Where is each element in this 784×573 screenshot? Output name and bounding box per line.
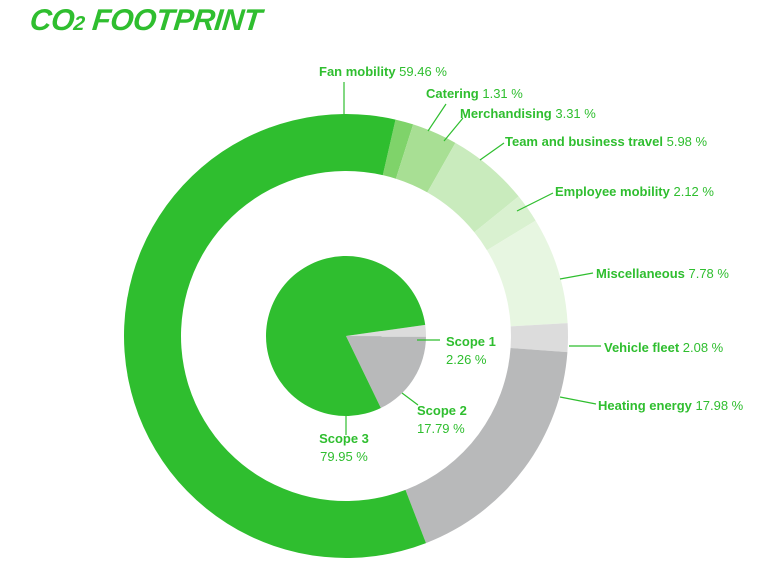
pie-slice-scope-3 — [266, 256, 426, 416]
scope-1-label: Scope 1 2.26 % — [446, 334, 496, 367]
pie-slice-scope-1 — [346, 324, 426, 337]
catering-text: Catering 1.31 % — [426, 86, 523, 101]
scope-2-value: 17.79 % — [417, 421, 465, 436]
catering-label: Catering 1.31 % — [426, 86, 523, 101]
ring-slice-merchandising — [395, 124, 456, 193]
miscellaneous-leader-line — [559, 272, 594, 280]
heating-energy-label: Heating energy 17.98 % — [598, 398, 744, 413]
employee-mobility-leader-line — [516, 192, 554, 212]
miscellaneous-text: Miscellaneous 7.78 % — [596, 266, 729, 281]
heating-energy-text: Heating energy 17.98 % — [598, 398, 744, 413]
ring-slice-team-and-business-travel — [427, 142, 519, 233]
vehicle-fleet-text: Vehicle fleet 2.08 % — [604, 340, 724, 355]
employee-mobility-text: Employee mobility 2.12 % — [555, 184, 714, 199]
merchandising-leader-line — [443, 117, 464, 142]
team-and-business-travel-label: Team and business travel 5.98 % — [505, 134, 708, 149]
catering-leader-line — [427, 103, 447, 132]
ring-slice-miscellaneous — [486, 220, 568, 327]
team-and-business-travel-leader-line — [479, 142, 505, 161]
scope-3-value: 79.95 % — [320, 449, 368, 464]
vehicle-fleet-label: Vehicle fleet 2.08 % — [604, 340, 724, 355]
scope-3-label: Scope 3 79.95 % — [319, 431, 369, 464]
scope-2-label: Scope 2 17.79 % — [417, 403, 467, 436]
miscellaneous-label: Miscellaneous 7.78 % — [596, 266, 729, 281]
ring-slice-heating-energy — [405, 347, 568, 544]
ring-slice-fan-mobility — [124, 114, 426, 558]
pie-slice-scope-2 — [346, 336, 426, 409]
merchandising-text: Merchandising 3.31 % — [460, 106, 596, 121]
scope-3-name: Scope 3 — [319, 431, 369, 446]
scope-1-value: 2.26 % — [446, 352, 487, 367]
ring-slice-vehicle-fleet — [510, 323, 568, 353]
fan-mobility-label: Fan mobility 59.46 % — [319, 64, 447, 79]
fan-mobility-text: Fan mobility 59.46 % — [319, 64, 447, 79]
scope-1-name: Scope 1 — [446, 334, 496, 349]
employee-mobility-label: Employee mobility 2.12 % — [555, 184, 714, 199]
heating-energy-leader-line — [559, 396, 597, 405]
scope-2-leader-line — [401, 392, 419, 406]
ring-slice-catering — [382, 119, 414, 179]
scope-2-name: Scope 2 — [417, 403, 467, 418]
team-and-business-travel-text: Team and business travel 5.98 % — [505, 134, 708, 149]
merchandising-label: Merchandising 3.31 % — [460, 106, 596, 121]
